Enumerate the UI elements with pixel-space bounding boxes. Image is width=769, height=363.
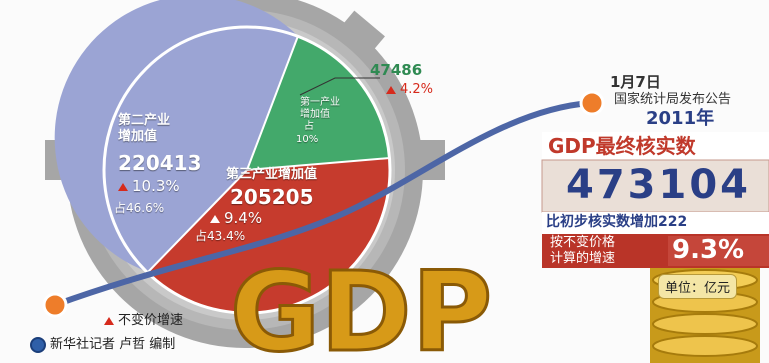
announcement-year: 2011年 (646, 108, 715, 129)
announcement-source: 国家统计局发布公告 (614, 92, 732, 107)
gdp-increase-text: 比初步核实数增加222 (546, 214, 688, 230)
gdp-panel (541, 132, 769, 268)
primary-label-line1: 第一产业 (300, 97, 340, 108)
primary-share: 占 (304, 121, 314, 132)
secondary-value: 220413 (118, 151, 202, 175)
credit-text: 新华社记者 卢哲 编制 (50, 337, 176, 352)
up-arrow-icon (118, 182, 128, 191)
gdp-logo: GDP (229, 247, 494, 363)
up-arrow-icon (386, 85, 396, 94)
secondary-share: 占46.6% (114, 201, 165, 215)
up-arrow-icon (104, 316, 114, 325)
primary-label-line2: 增加值 (300, 109, 330, 120)
announcement-date: 1月7日 (610, 73, 661, 91)
tertiary-growth: 9.4% (210, 210, 262, 227)
curve-end-dot (579, 90, 605, 116)
primary-share-pct: 10% (296, 134, 319, 145)
curve-start-dot (42, 292, 68, 318)
pie-slice-tertiary (148, 158, 391, 313)
secondary-label-line2: 增加值 (118, 129, 158, 144)
secondary-growth: 10.3% (118, 178, 180, 195)
gdp-title: GDP最终核实数 (548, 134, 696, 158)
gdp-value: 473104 (566, 162, 751, 208)
pie-slice-primary (247, 36, 390, 170)
gdp-rate-label-line1: 按不变价格 (550, 235, 616, 250)
legend: 不变价增速 (104, 313, 184, 328)
primary-leader-line (299, 77, 380, 96)
credit: 新华社记者 卢哲 编制 (30, 333, 175, 353)
gdp-pie (54, 0, 392, 315)
gdp-logo-text: GDP (230, 248, 492, 363)
xinhua-logo-icon (30, 336, 46, 353)
tertiary-share: 占43.4% (195, 229, 246, 243)
tertiary-label: 第三产业增加值 (226, 167, 318, 182)
tertiary-value: 205205 (230, 185, 314, 209)
primary-value: 47486 (370, 61, 423, 79)
secondary-label-line1: 第二产业 (118, 113, 171, 128)
legend-label: 不变价增速 (118, 313, 184, 328)
gdp-rate-value: 9.3% (672, 235, 745, 265)
unit-label: 单位：亿元 (658, 274, 738, 299)
gdp-rate-label-line2: 计算的增速 (550, 251, 616, 266)
pie-slice-secondary (54, 0, 298, 272)
up-arrow-icon (210, 214, 220, 223)
growth-curve (52, 100, 593, 308)
primary-growth: 4.2% (386, 82, 433, 97)
